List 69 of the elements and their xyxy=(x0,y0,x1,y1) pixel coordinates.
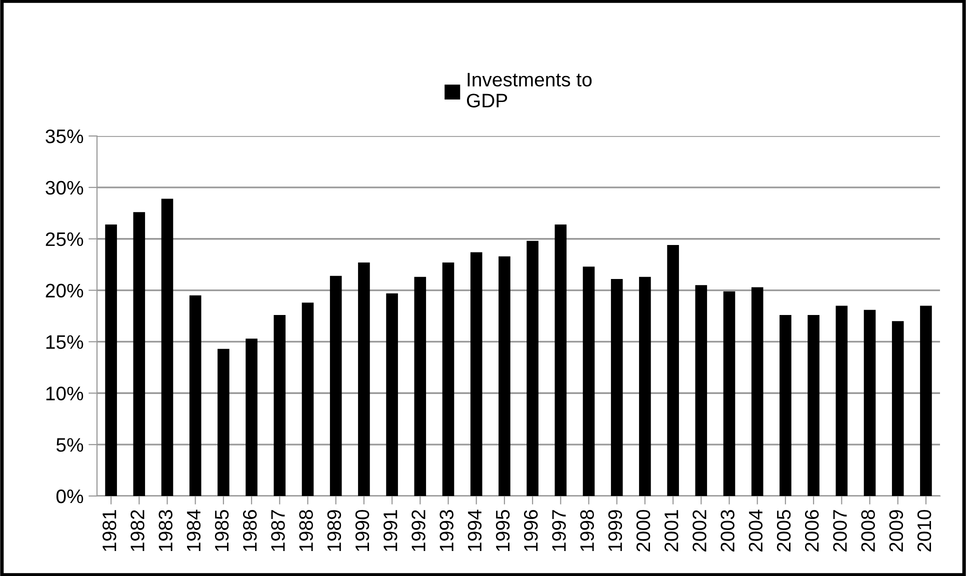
x-tick-label: 2002 xyxy=(692,510,706,552)
x-tick-label: 1997 xyxy=(552,510,566,551)
x-tick-label: 2007 xyxy=(833,510,847,552)
bar xyxy=(302,302,314,496)
x-tick-label: 2006 xyxy=(805,510,819,552)
bar xyxy=(723,291,736,496)
bar xyxy=(133,212,146,496)
x-tick-label: 1987 xyxy=(271,510,285,551)
x-tick-label: 1988 xyxy=(299,510,313,551)
x-tick-label: 1993 xyxy=(440,510,454,551)
bar xyxy=(751,287,764,496)
bar xyxy=(189,295,202,496)
x-tick-label: 1983 xyxy=(158,510,172,551)
x-tick-label: 1998 xyxy=(580,510,594,551)
x-tick-label: 2003 xyxy=(720,510,734,552)
x-tick-label: 1995 xyxy=(496,510,510,551)
legend-label: Investments to GDP xyxy=(466,72,592,108)
x-tick-label: 2005 xyxy=(776,510,791,552)
y-tick-label: 20% xyxy=(46,284,84,298)
x-tick-label: 1989 xyxy=(327,510,342,551)
bar xyxy=(414,276,426,496)
bar xyxy=(780,314,792,496)
bar xyxy=(470,252,482,496)
bar xyxy=(695,285,708,496)
x-tick-label: 1996 xyxy=(524,510,538,551)
x-tick-label: 1994 xyxy=(468,510,482,551)
x-tick-label: 2004 xyxy=(748,510,763,552)
y-tick-label: 5% xyxy=(56,438,84,452)
bar xyxy=(554,224,567,496)
x-tick-label: 1991 xyxy=(384,510,398,551)
bar xyxy=(218,348,230,496)
x-tick-label: 1982 xyxy=(130,510,144,551)
bar xyxy=(330,276,342,496)
x-tick-label: 2001 xyxy=(664,510,678,552)
bar xyxy=(892,321,904,496)
bar xyxy=(105,224,117,496)
x-tick-label: 1986 xyxy=(243,510,257,551)
bar xyxy=(639,276,651,496)
bar xyxy=(526,240,538,496)
x-tick-label: 1999 xyxy=(608,510,622,551)
bar xyxy=(161,198,174,496)
x-tick-label: 1992 xyxy=(412,510,426,551)
bar xyxy=(246,338,258,496)
x-tick-label: 1981 xyxy=(102,510,116,551)
bar xyxy=(498,256,510,496)
y-tick-label: 35% xyxy=(46,129,84,144)
bar xyxy=(808,314,820,496)
x-tick-label: 2000 xyxy=(636,510,650,552)
x-tick-label: 1990 xyxy=(355,510,370,551)
bar xyxy=(610,278,623,496)
bar xyxy=(582,266,595,496)
y-tick-label: 15% xyxy=(46,335,84,349)
bar xyxy=(274,314,286,496)
x-tick-label: 2010 xyxy=(917,510,932,552)
x-tick-label: 2009 xyxy=(889,510,904,552)
bar xyxy=(358,262,370,496)
bar xyxy=(667,245,679,496)
x-tick-label: 1984 xyxy=(186,510,201,551)
bar xyxy=(920,306,932,496)
y-tick-label: 25% xyxy=(46,232,84,246)
x-tick-label: 1985 xyxy=(214,510,229,551)
bar xyxy=(836,306,848,496)
bar xyxy=(442,262,454,496)
bar xyxy=(386,293,398,496)
bar xyxy=(864,310,876,496)
y-tick-label: 10% xyxy=(46,386,84,400)
y-tick-label: 30% xyxy=(46,180,84,195)
y-tick-label: 0% xyxy=(56,489,84,504)
x-tick-label: 2008 xyxy=(861,510,875,552)
